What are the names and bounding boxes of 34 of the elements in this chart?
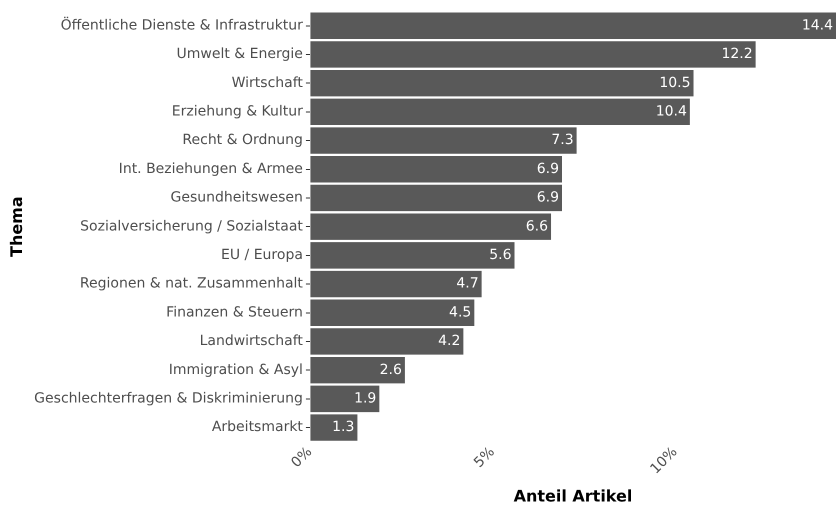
- data-label: 4.7: [456, 276, 479, 292]
- y-tick-label: Recht & Ordnung: [182, 132, 303, 148]
- y-tick-label: Regionen & nat. Zusammenhalt: [80, 276, 304, 292]
- y-tick-label: Geschlechterfragen & Diskriminierung: [34, 390, 303, 407]
- data-label: 5.6: [489, 247, 512, 263]
- x-tick-label: 5%: [470, 444, 498, 471]
- x-tick-label: 0%: [288, 444, 316, 471]
- y-tick-label: Umwelt & Energie: [176, 46, 303, 62]
- y-tick-label: Wirtschaft: [232, 74, 304, 91]
- y-tick-label: Int. Beziehungen & Armee: [118, 160, 303, 177]
- data-label: 6.6: [526, 218, 548, 234]
- y-tick-label: Öffentliche Dienste & Infrastruktur: [60, 16, 304, 34]
- data-label: 2.6: [380, 362, 402, 378]
- data-label: 4.5: [449, 304, 472, 320]
- data-label: 14.4: [802, 17, 834, 34]
- y-axis-title: Thema: [6, 196, 26, 257]
- data-label: 6.9: [536, 160, 559, 177]
- data-label: 10.5: [659, 74, 691, 91]
- y-tick-label: EU / Europa: [221, 247, 303, 263]
- data-label: 4.2: [438, 333, 460, 350]
- y-tick-label: Erziehung & Kultur: [172, 103, 304, 120]
- data-label: 6.9: [536, 190, 559, 206]
- y-tick-label: Landwirtschaft: [200, 333, 304, 350]
- data-label: 1.3: [332, 419, 354, 436]
- data-label: 10.4: [656, 103, 687, 120]
- data-label: 7.3: [551, 132, 574, 148]
- y-tick-label: Sozialversicherung / Sozialstaat: [80, 218, 304, 234]
- y-tick-label: Finanzen & Steuern: [166, 304, 303, 320]
- y-tick-label: Immigration & Asyl: [168, 362, 303, 378]
- y-tick-label: Gesundheitswesen: [170, 190, 303, 206]
- x-axis-title: Anteil Artikel: [514, 486, 632, 506]
- data-label: 1.9: [354, 390, 376, 407]
- data-label: 12.2: [721, 46, 753, 62]
- y-tick-label: Arbeitsmarkt: [212, 419, 304, 436]
